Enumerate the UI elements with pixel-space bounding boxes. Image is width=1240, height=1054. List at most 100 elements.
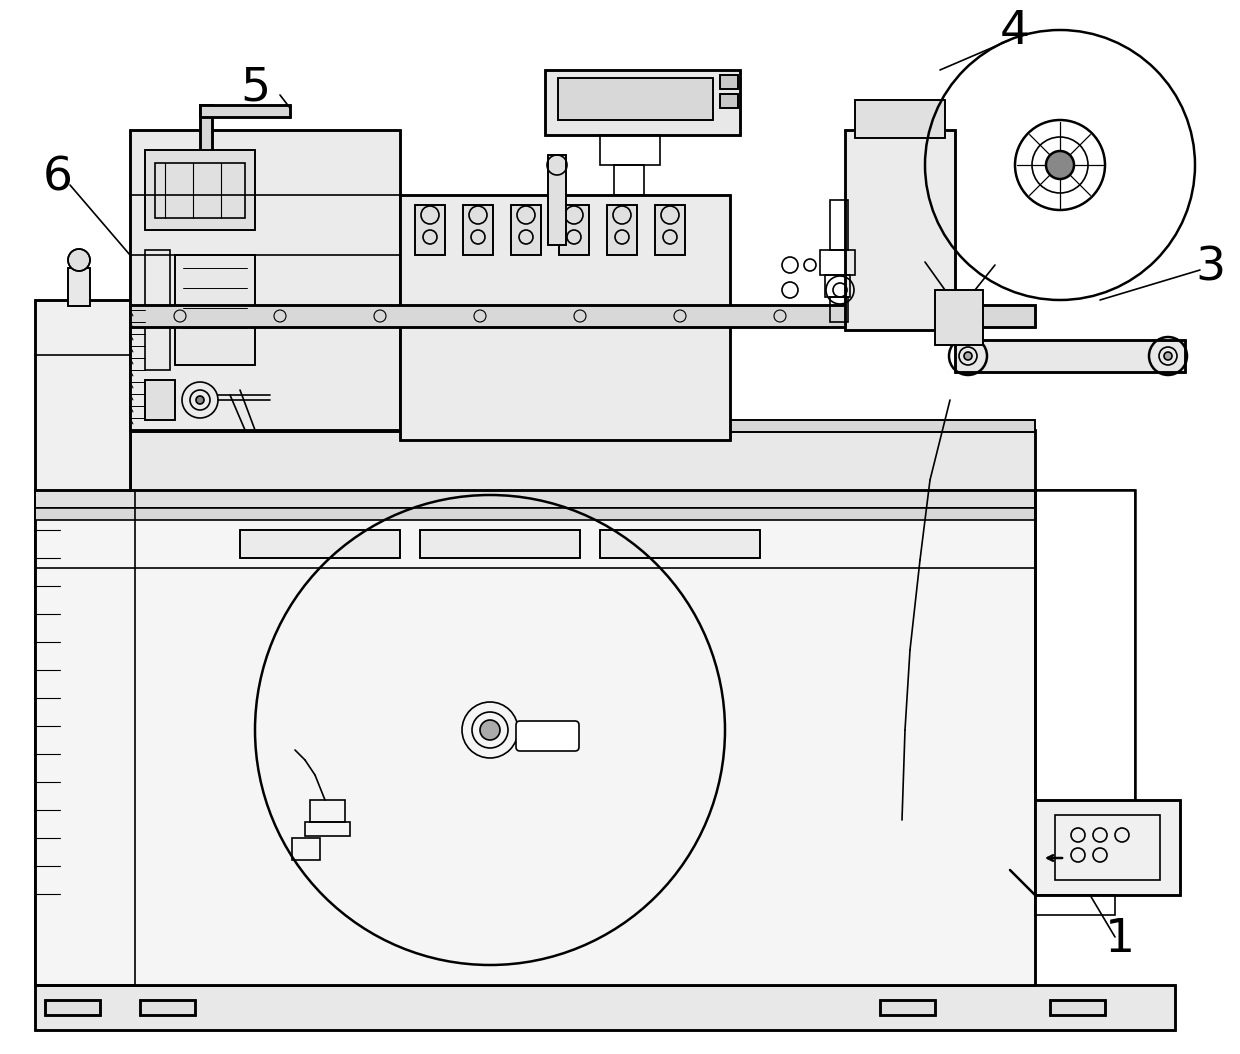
Bar bbox=[200, 105, 290, 117]
Bar bbox=[720, 75, 738, 89]
Bar bbox=[35, 490, 1035, 985]
Bar bbox=[175, 255, 255, 365]
Bar bbox=[130, 130, 401, 430]
Bar bbox=[720, 75, 738, 89]
Bar bbox=[35, 490, 1035, 508]
Circle shape bbox=[480, 720, 500, 740]
Bar bbox=[130, 130, 401, 430]
Bar bbox=[856, 100, 945, 138]
Bar bbox=[145, 150, 255, 230]
Bar bbox=[35, 300, 130, 490]
Bar bbox=[415, 204, 445, 255]
Bar bbox=[720, 94, 738, 108]
Bar bbox=[291, 838, 320, 860]
Bar bbox=[140, 1000, 195, 1015]
Bar bbox=[546, 70, 740, 135]
Bar bbox=[1035, 800, 1180, 895]
Bar bbox=[130, 430, 1035, 490]
Bar bbox=[548, 155, 565, 245]
Bar bbox=[130, 419, 1035, 432]
Bar bbox=[511, 204, 541, 255]
Bar bbox=[830, 297, 848, 323]
Circle shape bbox=[1164, 352, 1172, 360]
Bar bbox=[420, 530, 580, 558]
Bar bbox=[608, 204, 637, 255]
Bar bbox=[45, 1000, 100, 1015]
Bar bbox=[1050, 1000, 1105, 1015]
Bar bbox=[1035, 800, 1180, 895]
Text: 3: 3 bbox=[1195, 246, 1225, 291]
Bar bbox=[614, 165, 644, 195]
Bar bbox=[200, 105, 212, 160]
Bar bbox=[856, 100, 945, 138]
Bar bbox=[955, 340, 1185, 372]
Bar bbox=[463, 204, 494, 255]
Bar bbox=[655, 204, 684, 255]
Bar bbox=[720, 94, 738, 108]
Bar bbox=[68, 268, 91, 306]
Bar bbox=[1035, 895, 1115, 915]
Bar bbox=[241, 530, 401, 558]
FancyBboxPatch shape bbox=[516, 721, 579, 752]
Bar bbox=[548, 155, 565, 245]
Bar bbox=[420, 530, 580, 558]
Bar bbox=[130, 305, 1035, 327]
Bar bbox=[600, 530, 760, 558]
Bar bbox=[600, 135, 660, 165]
Bar bbox=[145, 380, 175, 419]
Bar bbox=[35, 490, 1035, 985]
Bar bbox=[558, 78, 713, 120]
Bar bbox=[200, 105, 212, 160]
Bar bbox=[1035, 490, 1135, 811]
Bar bbox=[608, 204, 637, 255]
Bar bbox=[35, 985, 1176, 1030]
Bar bbox=[155, 163, 246, 218]
Text: 1: 1 bbox=[1105, 917, 1135, 962]
Bar bbox=[559, 204, 589, 255]
Bar bbox=[175, 255, 255, 365]
Bar bbox=[35, 490, 1035, 508]
Bar bbox=[200, 105, 290, 117]
Bar bbox=[415, 204, 445, 255]
Bar bbox=[511, 204, 541, 255]
Circle shape bbox=[68, 249, 91, 271]
Circle shape bbox=[1047, 151, 1074, 179]
Bar bbox=[130, 419, 1035, 432]
Text: 5: 5 bbox=[239, 65, 270, 111]
Bar bbox=[935, 290, 983, 345]
Bar bbox=[844, 130, 955, 330]
Bar bbox=[1055, 815, 1159, 880]
Bar bbox=[241, 530, 401, 558]
Bar bbox=[35, 300, 130, 490]
Bar bbox=[305, 822, 350, 836]
Bar bbox=[35, 508, 1035, 520]
Bar bbox=[825, 275, 849, 297]
Bar bbox=[145, 380, 175, 419]
Bar bbox=[401, 195, 730, 440]
Bar bbox=[820, 250, 856, 275]
Bar bbox=[130, 430, 1035, 490]
Text: 4: 4 bbox=[999, 9, 1030, 55]
Bar bbox=[401, 195, 730, 440]
Bar bbox=[35, 490, 135, 985]
Circle shape bbox=[196, 396, 205, 404]
Bar bbox=[880, 1000, 935, 1015]
Bar bbox=[145, 250, 170, 370]
Bar bbox=[559, 204, 589, 255]
Bar bbox=[546, 70, 740, 135]
Bar bbox=[1035, 490, 1135, 811]
Bar bbox=[558, 78, 713, 120]
Bar bbox=[463, 204, 494, 255]
Bar bbox=[935, 290, 983, 345]
Bar bbox=[68, 268, 91, 306]
Bar bbox=[1050, 1000, 1105, 1015]
Bar bbox=[830, 200, 848, 250]
Bar bbox=[140, 1000, 195, 1015]
Bar bbox=[310, 800, 345, 822]
Bar bbox=[844, 130, 955, 330]
Text: 6: 6 bbox=[43, 156, 73, 200]
Bar bbox=[655, 204, 684, 255]
Bar bbox=[600, 530, 760, 558]
Bar bbox=[35, 985, 1176, 1030]
Circle shape bbox=[963, 352, 972, 360]
